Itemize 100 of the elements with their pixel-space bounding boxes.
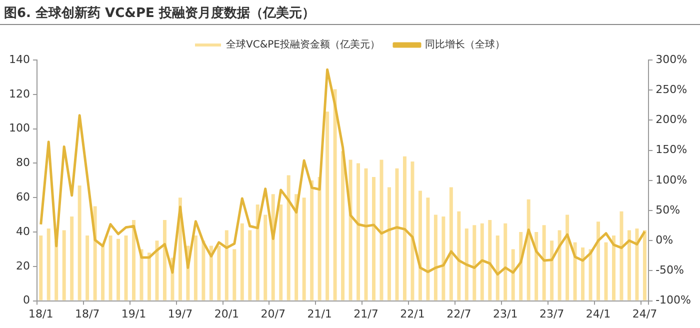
bar <box>364 168 368 300</box>
x-tick-label: 18/7 <box>74 307 100 320</box>
bar <box>162 220 166 300</box>
bar <box>504 223 508 300</box>
bar <box>581 247 585 300</box>
bar <box>54 240 58 300</box>
x-tick-label: 21/7 <box>354 307 378 320</box>
bar <box>70 216 74 300</box>
bar <box>318 176 322 300</box>
bar <box>410 161 414 300</box>
bar <box>356 163 360 300</box>
bar <box>202 240 206 300</box>
bar <box>464 228 468 300</box>
bar <box>566 214 570 300</box>
bar <box>642 230 646 300</box>
bar <box>78 186 82 300</box>
y2-tick-label: 250% <box>656 82 688 96</box>
bar <box>224 230 228 300</box>
bar <box>155 240 159 300</box>
bar <box>558 230 562 300</box>
bar <box>534 232 538 300</box>
bar <box>148 252 151 300</box>
x-tick-label: 24/7 <box>632 307 658 320</box>
bar <box>588 249 592 300</box>
y2-tick-label: 100% <box>656 173 688 186</box>
legend-label: 全球VC&PE投融资金额（亿美元） <box>226 38 380 51</box>
y2-tick-label: -100% <box>656 294 692 307</box>
bar <box>302 198 306 300</box>
x-tick-label: 19/7 <box>168 307 193 320</box>
bar <box>132 220 136 300</box>
bar <box>240 223 244 300</box>
y2-tick-label: 0% <box>656 233 674 246</box>
y2-tick-label: -50% <box>656 264 684 277</box>
legend-label: 同比增长（全球） <box>424 38 505 51</box>
bar <box>395 168 399 300</box>
bar <box>418 190 422 300</box>
y2-tick-label: 300% <box>656 52 688 66</box>
bar <box>526 199 530 300</box>
bar <box>108 235 112 300</box>
bar <box>496 235 500 300</box>
bar <box>248 230 252 300</box>
bar <box>542 225 546 300</box>
y2-tick-label: 150% <box>656 143 688 156</box>
bar <box>39 235 43 300</box>
bar <box>209 246 213 300</box>
bar <box>124 235 128 300</box>
y-tick-label: 20 <box>16 259 30 272</box>
y-tick-label: 100 <box>8 122 30 135</box>
bar <box>294 194 298 300</box>
bar <box>194 235 198 300</box>
chart-title: 图6. 全球创新药 VC&PE 投融资月度数据（亿美元） <box>4 4 315 22</box>
bar <box>46 228 50 300</box>
bar <box>457 211 461 300</box>
bar <box>286 175 290 300</box>
bar <box>86 235 90 300</box>
bar <box>387 187 391 300</box>
y2-tick-label: 200% <box>656 113 688 126</box>
bar <box>434 214 438 300</box>
bar <box>635 228 639 300</box>
bar <box>333 89 337 300</box>
y-tick-label: 120 <box>8 87 30 100</box>
bar <box>310 180 314 300</box>
x-tick-label: 21/1 <box>307 307 332 320</box>
x-tick-label: 19/1 <box>121 307 146 320</box>
x-tick-label: 22/1 <box>400 307 425 320</box>
bar <box>256 204 260 300</box>
x-tick-label: 23/1 <box>493 307 518 320</box>
bar <box>326 112 330 300</box>
bar <box>279 204 283 300</box>
bar <box>217 246 221 300</box>
y-tick-label: 0 <box>22 294 30 307</box>
bar <box>620 211 624 300</box>
y-tick-label: 140 <box>8 52 30 66</box>
bar <box>472 225 476 300</box>
bar <box>402 156 406 300</box>
bar <box>627 230 631 300</box>
bar <box>573 242 577 300</box>
x-tick-label: 23/7 <box>539 307 564 320</box>
bar <box>372 176 376 300</box>
bar <box>341 151 345 300</box>
bar <box>449 187 453 300</box>
x-tick-label: 20/7 <box>260 307 286 320</box>
bar <box>612 235 616 300</box>
y-tick-label: 60 <box>16 190 30 204</box>
bar <box>116 238 120 300</box>
bar <box>480 223 484 300</box>
x-tick-label: 24/1 <box>586 307 611 320</box>
bar <box>101 244 105 300</box>
bar <box>264 214 268 300</box>
bar <box>511 249 515 300</box>
bar <box>232 249 236 300</box>
y-tick-label: 40 <box>16 224 30 238</box>
y-tick-label: 80 <box>16 156 30 170</box>
x-tick-label: 18/1 <box>28 307 54 320</box>
bar <box>488 220 492 300</box>
x-tick-label: 20/1 <box>214 307 240 320</box>
bar <box>442 216 446 300</box>
bar <box>426 198 430 300</box>
bar <box>348 160 352 300</box>
bar <box>596 222 600 300</box>
